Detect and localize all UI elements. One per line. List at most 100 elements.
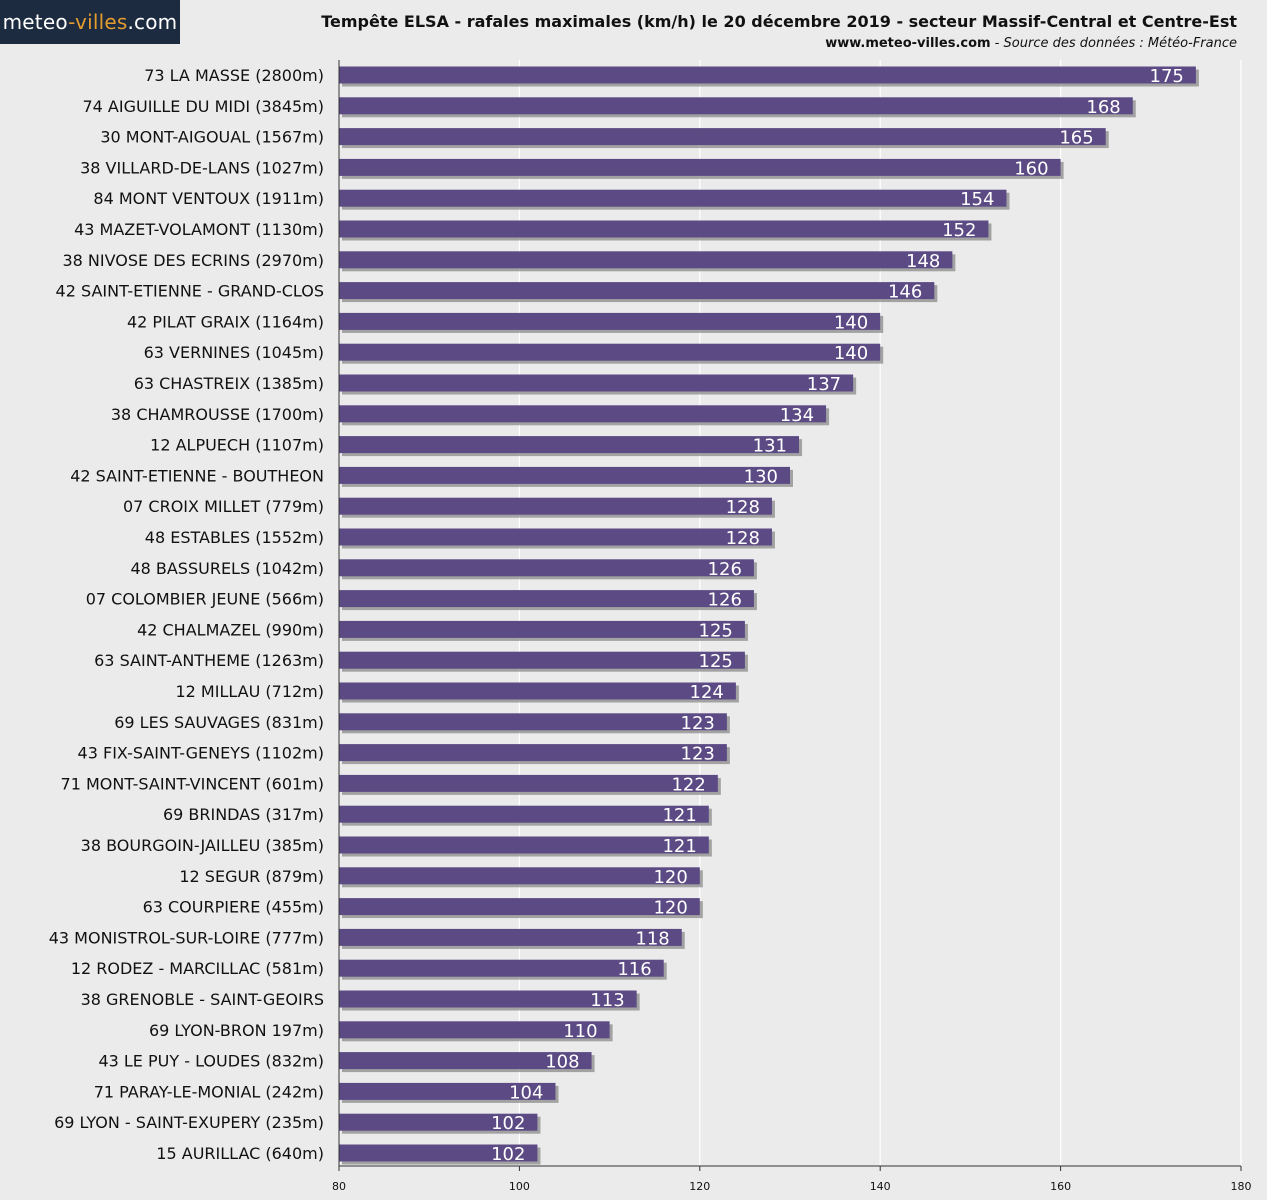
x-tick-label: 80: [332, 1180, 346, 1193]
bar[interactable]: [339, 1021, 610, 1039]
x-tick-label: 140: [870, 1180, 891, 1193]
category-label: 30 MONT-AIGOUAL (1567m): [100, 128, 324, 147]
bar[interactable]: [339, 374, 854, 392]
bar-value-label: 108: [545, 1052, 579, 1073]
category-labels: 73 LA MASSE (2800m) 74 AIGUILLE DU MIDI (…: [49, 66, 324, 1163]
category-label: 42 CHALMAZEL (990m): [137, 620, 324, 639]
bar-value-label: 122: [671, 774, 705, 795]
category-label: 63 VERNINES (1045m): [144, 343, 324, 362]
bar[interactable]: [339, 497, 772, 515]
category-label: 69 LYON - SAINT-EXUPERY (235m): [54, 1113, 324, 1132]
bar[interactable]: [339, 959, 664, 977]
bar[interactable]: [339, 898, 700, 916]
bar-value-label: 148: [906, 251, 940, 272]
bar-value-label: 130: [744, 466, 778, 487]
bar[interactable]: [339, 928, 682, 946]
bar-value-label: 121: [662, 836, 696, 857]
bar-value-label: 116: [617, 959, 651, 980]
bar[interactable]: [339, 1144, 538, 1162]
category-label: 43 LE PUY - LOUDES (832m): [98, 1052, 324, 1071]
bar[interactable]: [339, 436, 800, 454]
bar-value-label: 134: [780, 405, 814, 426]
bar[interactable]: [339, 744, 727, 762]
bar[interactable]: [339, 1113, 538, 1131]
bar-value-label: 137: [807, 374, 841, 395]
bar-value-label: 125: [699, 620, 733, 641]
chart-title: Tempête ELSA - rafales maximales (km/h) …: [321, 12, 1237, 31]
category-label: 63 SAINT-ANTHEME (1263m): [94, 651, 324, 670]
category-label: 07 COLOMBIER JEUNE (566m): [86, 590, 324, 609]
bar[interactable]: [339, 1052, 592, 1070]
category-label: 71 PARAY-LE-MONIAL (242m): [94, 1082, 324, 1101]
bar[interactable]: [339, 282, 935, 300]
bar[interactable]: [339, 66, 1196, 84]
bar-value-label: 110: [563, 1021, 597, 1042]
bar[interactable]: [339, 774, 718, 792]
bar[interactable]: [339, 466, 790, 484]
bar-value-label: 102: [491, 1144, 525, 1165]
bar[interactable]: [339, 158, 1061, 176]
category-label: 12 SEGUR (879m): [179, 867, 324, 886]
bar[interactable]: [339, 97, 1133, 115]
bar[interactable]: [339, 867, 700, 885]
bar[interactable]: [339, 128, 1106, 146]
category-label: 63 COURPIERE (455m): [143, 898, 324, 917]
bar-value-label: 125: [699, 651, 733, 672]
bar-value-label: 123: [681, 713, 715, 734]
site-logo[interactable]: meteo-villes.com: [0, 0, 180, 44]
category-label: 73 LA MASSE (2800m): [144, 66, 324, 85]
bar[interactable]: [339, 590, 754, 608]
bar[interactable]: [339, 651, 745, 669]
category-label: 38 VILLARD-DE-LANS (1027m): [80, 158, 324, 177]
category-label: 12 RODEZ - MARCILLAC (581m): [71, 959, 324, 978]
bar-value-label: 131: [753, 436, 787, 457]
category-label: 42 SAINT-ETIENNE - BOUTHEON: [70, 466, 324, 485]
bar-value-label: 160: [1014, 158, 1048, 179]
bar[interactable]: [339, 220, 989, 238]
category-label: 43 FIX-SAINT-GENEYS (1102m): [78, 744, 324, 763]
category-label: 07 CROIX MILLET (779m): [123, 497, 324, 516]
bar-value-label: 175: [1150, 66, 1184, 87]
bar[interactable]: [339, 528, 772, 546]
bar[interactable]: [339, 620, 745, 638]
bar[interactable]: [339, 682, 736, 700]
bar[interactable]: [339, 713, 727, 731]
bar-value-label: 104: [509, 1082, 543, 1103]
logo-text-com: .com: [127, 10, 178, 34]
bar[interactable]: [339, 1082, 556, 1100]
category-label: 12 MILLAU (712m): [175, 682, 324, 701]
bar-value-label: 124: [690, 682, 724, 703]
category-label: 63 CHASTREIX (1385m): [134, 374, 324, 393]
x-axis: 80 100 120 140 160 180: [332, 60, 1252, 1193]
bar[interactable]: [339, 343, 881, 361]
bar-value-label: 126: [708, 590, 742, 611]
category-label: 38 NIVOSE DES ECRINS (2970m): [62, 251, 324, 270]
bar[interactable]: [339, 559, 754, 577]
bar-value-label: 128: [726, 528, 760, 549]
bar-value-label: 152: [942, 220, 976, 241]
bar[interactable]: [339, 251, 953, 269]
bar[interactable]: [339, 189, 1007, 207]
bar[interactable]: [339, 805, 709, 823]
bar-value-label: 126: [708, 559, 742, 580]
bar-value-label: 120: [653, 867, 687, 888]
category-label: 84 MONT VENTOUX (1911m): [93, 189, 324, 208]
bar-value-label: 121: [662, 805, 696, 826]
bar-value-label: 165: [1059, 128, 1093, 149]
bar[interactable]: [339, 990, 637, 1008]
x-tick-label: 160: [1050, 1180, 1071, 1193]
category-label: 15 AURILLAC (640m): [156, 1144, 324, 1163]
category-label: 69 LYON-BRON 197m): [149, 1021, 324, 1040]
subtitle-separator: -: [990, 36, 1004, 51]
bar-value-label: 123: [681, 744, 715, 765]
x-tick-label: 120: [689, 1180, 710, 1193]
category-label: 69 BRINDAS (317m): [163, 805, 324, 824]
bar[interactable]: [339, 836, 709, 854]
category-label: 71 MONT-SAINT-VINCENT (601m): [61, 774, 324, 793]
bar[interactable]: [339, 312, 881, 330]
bar[interactable]: [339, 405, 827, 423]
category-label: 42 SAINT-ETIENNE - GRAND-CLOS: [56, 282, 324, 301]
data-source: Source des données : Météo-France: [1003, 36, 1237, 51]
site-url[interactable]: www.meteo-villes.com: [825, 36, 991, 51]
